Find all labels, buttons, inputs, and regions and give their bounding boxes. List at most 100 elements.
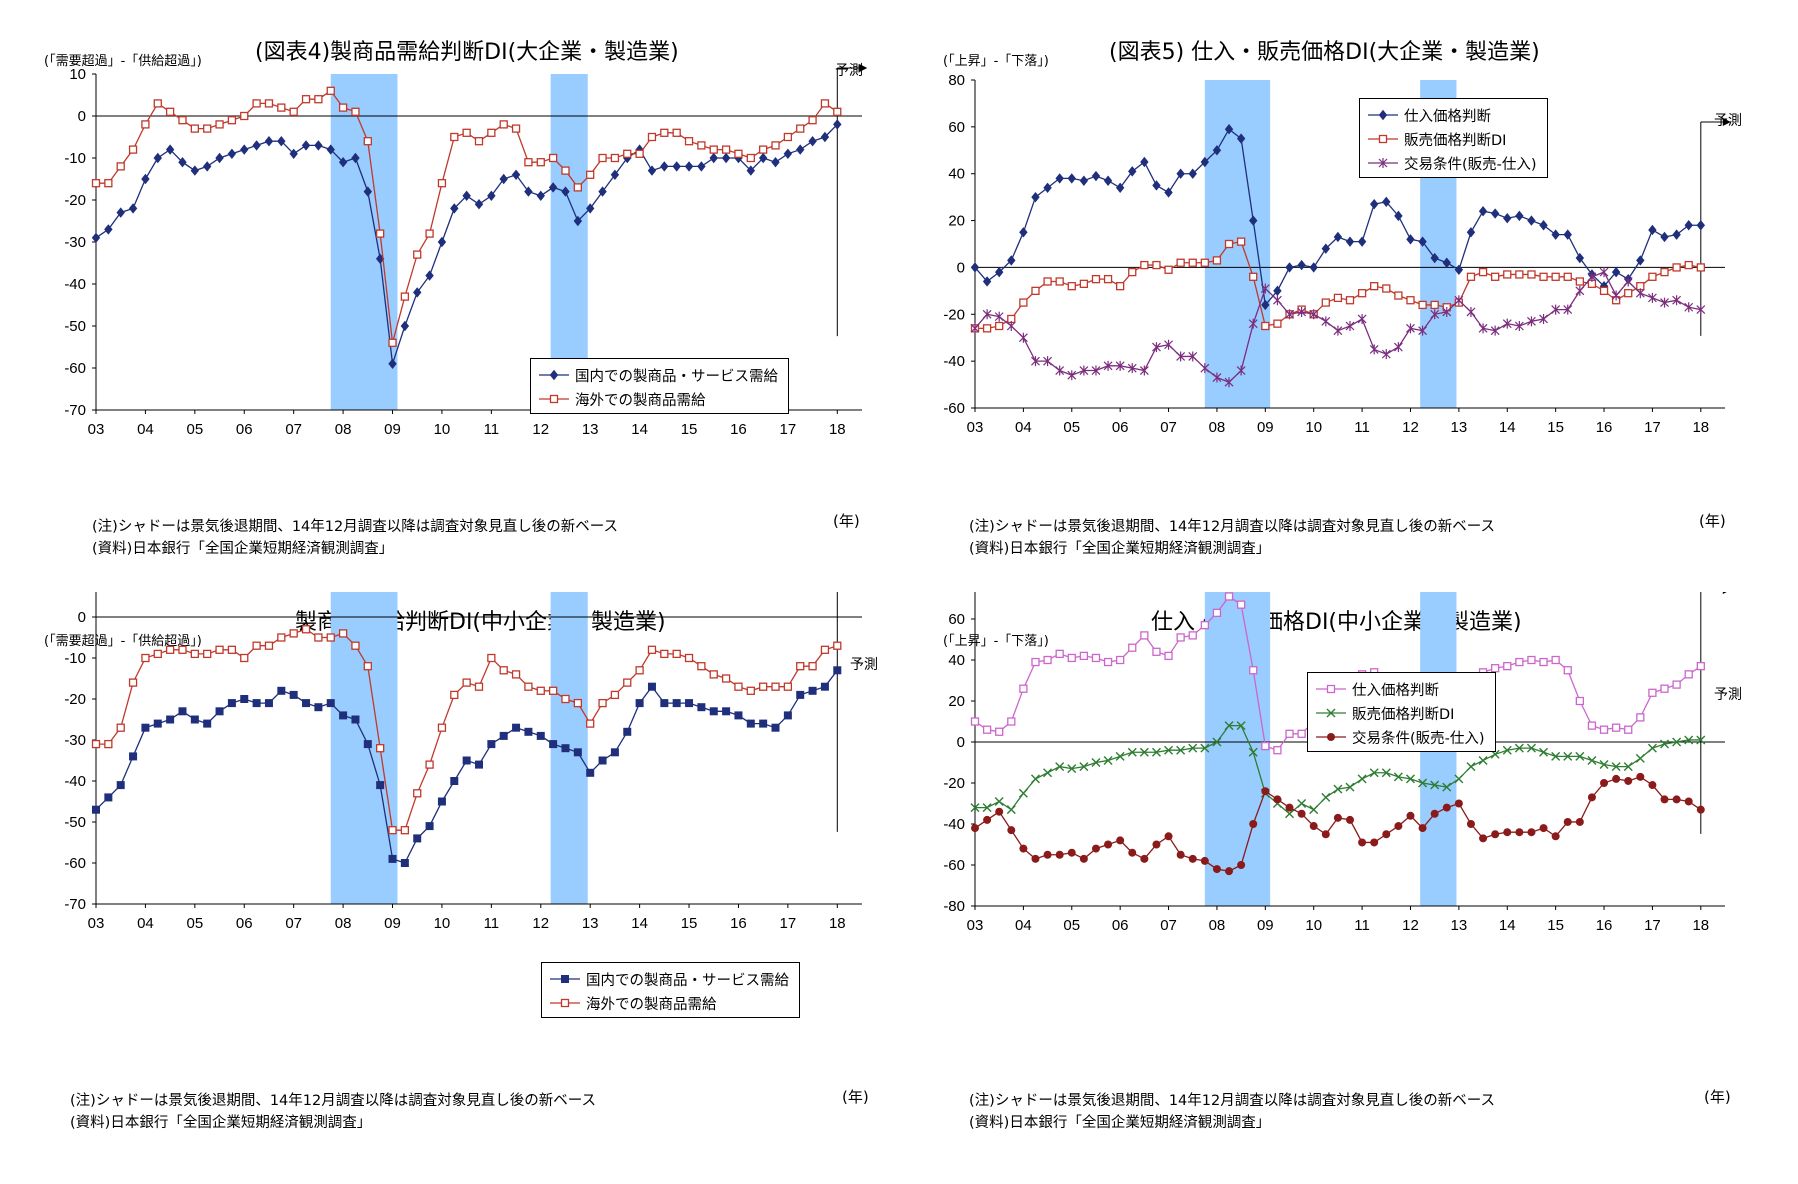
data-point [1285, 729, 1294, 738]
data-point [796, 662, 805, 671]
data-point [363, 137, 372, 146]
y-tick-label: 0 [957, 734, 965, 751]
data-point [190, 165, 200, 176]
data-point [1466, 306, 1476, 317]
x-tick-label: 13 [1451, 917, 1468, 934]
data-point [1200, 363, 1210, 374]
data-point [1684, 670, 1693, 679]
data-point [1563, 272, 1572, 281]
data-point [178, 645, 187, 654]
data-point [833, 119, 842, 130]
data-point [1587, 721, 1597, 730]
data-point [1405, 774, 1415, 784]
legend-label: 国内での製商品・サービス需給 [586, 972, 789, 989]
data-point [796, 690, 805, 699]
year-unit-label: (年) [842, 1088, 869, 1106]
data-point [227, 699, 236, 708]
y-tick-label: -20 [64, 192, 86, 209]
data-point [338, 629, 348, 638]
x-tick-label: 11 [1354, 419, 1370, 436]
data-point [153, 99, 162, 108]
data-point [721, 674, 731, 683]
series-line [96, 628, 838, 831]
data-point [1587, 793, 1596, 802]
data-point [474, 682, 484, 691]
data-point [165, 144, 175, 155]
data-point [240, 695, 249, 703]
data-point [1478, 755, 1488, 765]
data-point [104, 739, 113, 749]
data-point [363, 740, 372, 749]
data-point [116, 781, 125, 790]
data-point [1539, 313, 1548, 324]
y-tick-label: -60 [64, 360, 86, 377]
data-point [1152, 840, 1161, 849]
note-line: (資料)日本銀行「全国企業短期経済観測調査」 [92, 541, 394, 557]
data-point [1309, 805, 1319, 815]
data-point [1176, 850, 1185, 859]
data-point [116, 723, 125, 732]
data-point [697, 662, 706, 671]
data-point [128, 203, 138, 214]
data-point [1031, 657, 1040, 667]
x-tick-label: 13 [1451, 419, 1468, 436]
x-tick-label: 10 [1305, 917, 1322, 934]
data-point [734, 152, 743, 164]
data-point [1055, 277, 1064, 286]
data-point [1079, 762, 1089, 772]
data-point [1212, 372, 1222, 383]
legend-label: 仕入価格判断 [1404, 108, 1491, 125]
note-line: (注)シャドーは景気後退期間、14年12月調査以降は調査対象見直し後の新ベース [969, 519, 1495, 535]
data-point [413, 250, 422, 259]
data-point [1418, 325, 1428, 336]
data-point [808, 662, 817, 671]
data-point [808, 136, 817, 147]
data-point [203, 719, 212, 728]
y-unit-label: (「上昇」-「下落」) [943, 54, 1049, 69]
data-point [672, 161, 681, 172]
data-point [1043, 655, 1052, 665]
data-point [1176, 351, 1186, 362]
data-point [314, 633, 323, 642]
chart-plot: 806040200-20-40-60-800304050607080910111… [943, 592, 1727, 934]
data-point [1442, 782, 1452, 792]
x-tick-label: 09 [384, 421, 401, 438]
data-point [215, 120, 224, 129]
data-point [1406, 323, 1415, 334]
data-point [660, 699, 669, 708]
y-tick-label: 0 [78, 609, 86, 626]
y-tick-label: 60 [948, 611, 965, 628]
chart-legend: 国内での製商品・サービス需給 海外での製商品需給 [530, 358, 789, 414]
data-point [202, 161, 212, 172]
data-point [1430, 300, 1439, 310]
data-point [166, 715, 175, 724]
y-tick-label: -30 [64, 732, 86, 749]
data-point [1043, 182, 1052, 193]
data-point [277, 136, 286, 147]
legend-label: 販売価格判断DI [1404, 132, 1507, 149]
data-point [1539, 824, 1548, 833]
data-point [1502, 745, 1512, 755]
y-tick-label: -60 [943, 857, 965, 874]
data-point [1297, 729, 1306, 738]
data-point [1696, 662, 1705, 671]
data-point [1067, 653, 1076, 663]
data-point [425, 229, 434, 238]
data-point [1018, 788, 1028, 798]
data-point [178, 116, 187, 125]
data-point [561, 975, 569, 983]
data-point [326, 144, 335, 155]
x-tick-label: 15 [681, 915, 698, 932]
data-point [240, 111, 249, 121]
chart-panel-3: 製商品需給判断DI(中小企業・製造業) (「需要超過」-「供給超過」) 100-… [0, 592, 899, 1184]
data-point [1503, 662, 1512, 671]
data-point [1261, 741, 1270, 751]
data-point [1635, 753, 1645, 763]
data-point [499, 173, 508, 185]
data-point [376, 744, 385, 753]
data-point [1684, 735, 1694, 745]
data-point [684, 137, 694, 146]
x-tick-label: 05 [186, 915, 203, 932]
data-point [178, 157, 187, 168]
x-tick-label: 05 [1063, 419, 1080, 436]
